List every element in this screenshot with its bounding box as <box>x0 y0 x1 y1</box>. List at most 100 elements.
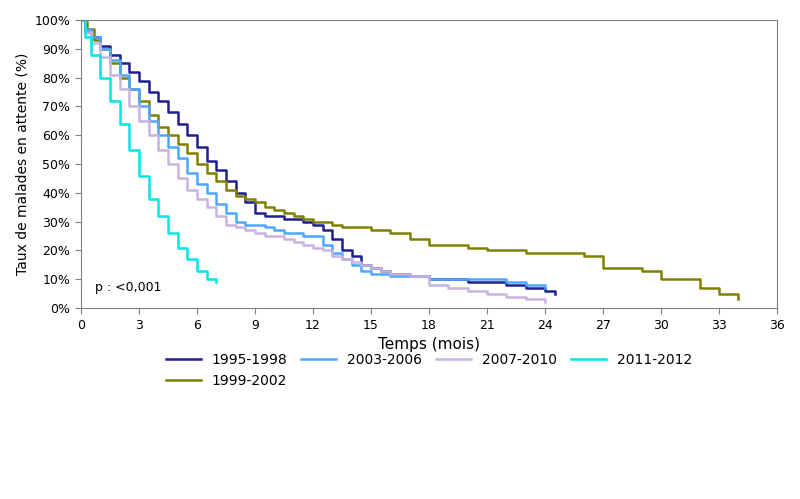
1999-2002 <box>656 276 666 282</box>
2007-2010 <box>230 225 240 231</box>
1999-2002 <box>695 285 705 291</box>
2011-2012 <box>95 75 105 81</box>
1995-1998 <box>502 282 511 288</box>
1995-1998 <box>308 222 318 228</box>
1999-2002 <box>618 265 627 271</box>
Line: 2011-2012: 2011-2012 <box>81 20 216 282</box>
1999-2002 <box>298 216 308 222</box>
1995-1998 <box>95 43 105 49</box>
1995-1998 <box>134 77 144 83</box>
1999-2002 <box>502 248 511 253</box>
2003-2006 <box>405 273 414 279</box>
1995-1998 <box>105 51 114 57</box>
1995-1998 <box>124 69 134 75</box>
2007-2010 <box>443 285 453 291</box>
1999-2002 <box>202 170 211 176</box>
2003-2006 <box>80 25 90 31</box>
1995-1998 <box>163 109 173 115</box>
1995-1998 <box>221 178 230 184</box>
1995-1998 <box>114 60 124 66</box>
2011-2012 <box>144 196 154 202</box>
1995-1998 <box>386 270 395 276</box>
1995-1998 <box>270 213 279 219</box>
2007-2010 <box>105 72 114 78</box>
2003-2006 <box>366 270 376 276</box>
1995-1998 <box>540 288 550 294</box>
1999-2002 <box>154 124 163 130</box>
1999-2002 <box>308 219 318 225</box>
2007-2010 <box>482 291 492 297</box>
2007-2010 <box>366 265 376 271</box>
2007-2010 <box>202 204 211 210</box>
1999-2002 <box>144 112 154 118</box>
2007-2010 <box>502 293 511 299</box>
2011-2012 <box>114 121 124 127</box>
2003-2006 <box>279 230 289 236</box>
2003-2006 <box>289 230 298 236</box>
2003-2006 <box>95 46 105 52</box>
2011-2012 <box>86 51 95 57</box>
1999-2002 <box>95 46 105 52</box>
2007-2010 <box>86 40 95 46</box>
1999-2002 <box>734 296 743 302</box>
1999-2002 <box>521 250 530 256</box>
2007-2010 <box>250 230 260 236</box>
1999-2002 <box>463 245 473 250</box>
Line: 2007-2010: 2007-2010 <box>81 20 545 302</box>
2003-2006 <box>318 242 327 248</box>
2003-2006 <box>250 222 260 228</box>
2003-2006 <box>463 276 473 282</box>
1999-2002 <box>637 267 646 273</box>
1995-1998 <box>173 121 182 127</box>
2007-2010 <box>357 262 366 268</box>
2007-2010 <box>318 248 327 253</box>
2007-2010 <box>386 270 395 276</box>
2003-2006 <box>347 262 357 268</box>
1995-1998 <box>86 34 95 40</box>
2003-2006 <box>298 233 308 239</box>
1995-1998 <box>154 98 163 104</box>
2007-2010 <box>521 296 530 302</box>
2011-2012 <box>105 98 114 104</box>
1995-1998 <box>192 144 202 150</box>
1995-1998 <box>76 17 86 23</box>
1999-2002 <box>114 75 124 81</box>
2003-2006 <box>144 118 154 124</box>
2003-2006 <box>86 34 95 40</box>
1999-2002 <box>82 25 91 31</box>
1995-1998 <box>241 199 250 205</box>
Y-axis label: Taux de malades en attente (%): Taux de malades en attente (%) <box>15 53 29 275</box>
1995-1998 <box>482 279 492 285</box>
2007-2010 <box>241 228 250 234</box>
1995-1998 <box>144 89 154 95</box>
2007-2010 <box>424 282 434 288</box>
1999-2002 <box>714 291 724 297</box>
2011-2012 <box>182 256 192 262</box>
1999-2002 <box>105 60 114 66</box>
1999-2002 <box>173 141 182 147</box>
1999-2002 <box>337 225 346 231</box>
1995-1998 <box>521 285 530 291</box>
1999-2002 <box>76 17 86 23</box>
1995-1998 <box>298 219 308 225</box>
2003-2006 <box>521 282 530 288</box>
1999-2002 <box>230 193 240 199</box>
2003-2006 <box>124 86 134 92</box>
2007-2010 <box>144 132 154 138</box>
1995-1998 <box>376 267 386 273</box>
1995-1998 <box>289 216 298 222</box>
1999-2002 <box>260 204 270 210</box>
Line: 2003-2006: 2003-2006 <box>81 20 545 288</box>
1999-2002 <box>366 228 376 234</box>
1999-2002 <box>347 225 357 231</box>
2003-2006 <box>114 72 124 78</box>
2007-2010 <box>376 267 386 273</box>
1999-2002 <box>386 230 395 236</box>
2007-2010 <box>76 17 86 23</box>
2011-2012 <box>124 147 134 153</box>
1999-2002 <box>90 37 99 43</box>
Text: p : <0,001: p : <0,001 <box>94 281 162 294</box>
1995-1998 <box>279 216 289 222</box>
2003-2006 <box>105 57 114 63</box>
1999-2002 <box>579 253 589 259</box>
